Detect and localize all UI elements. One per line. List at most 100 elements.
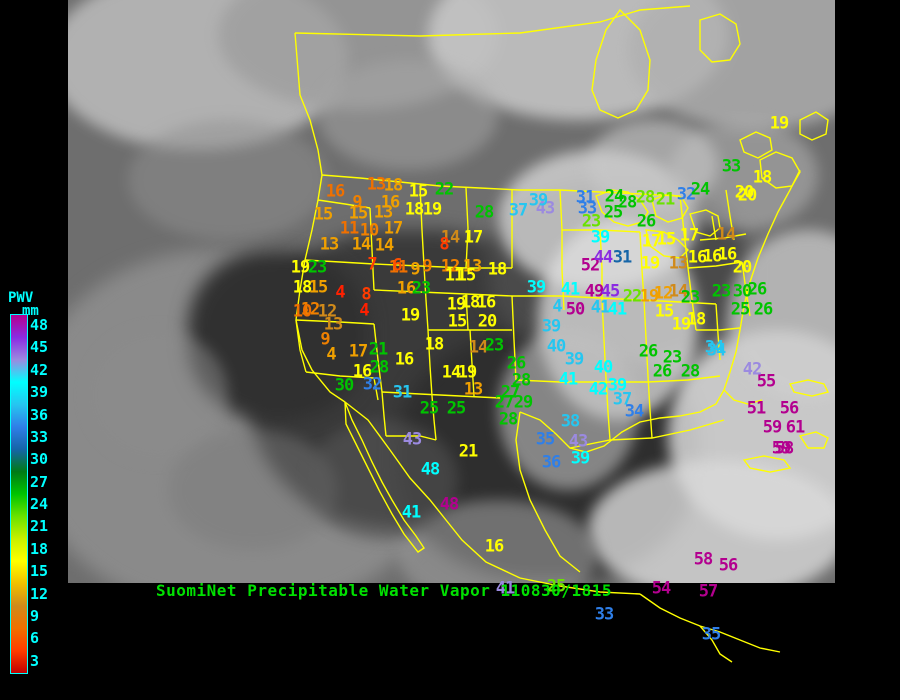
station-value: 26 — [638, 341, 659, 362]
station-value: 9 — [352, 192, 362, 213]
station-value: 42 — [742, 359, 763, 380]
station-value: 33 — [721, 156, 742, 177]
station-value: 14 — [441, 362, 462, 383]
colorbar-tick: 39 — [30, 383, 49, 401]
colorbar-tick: 33 — [30, 428, 49, 446]
station-value: 23 — [411, 278, 432, 299]
station-value: 34 — [706, 340, 727, 361]
station-value: 59 — [762, 417, 783, 438]
station-value: 39 — [528, 190, 549, 211]
station-value: 16 — [717, 244, 738, 265]
station-value: 15 — [447, 311, 468, 332]
station-value: 59 — [771, 438, 792, 459]
station-value: 18 — [487, 259, 508, 280]
station-value: 58 — [693, 549, 714, 570]
station-value: 32 — [676, 184, 697, 205]
station-value: 52 — [580, 255, 601, 276]
station-value: 16 — [476, 292, 497, 313]
station-value: 18 — [752, 167, 773, 188]
station-value: 21 — [458, 441, 479, 462]
station-value: 19 — [640, 253, 661, 274]
station-value: 16 — [325, 181, 346, 202]
station-value: 49 — [584, 281, 605, 302]
station-value: 27 — [500, 382, 521, 403]
station-value: 41 — [495, 578, 516, 599]
product-title: SuomiNet Precipitable Water Vapor 110830… — [156, 581, 612, 600]
station-value: 41 — [558, 369, 579, 390]
station-value: 58 — [774, 438, 795, 459]
station-value: 28 — [511, 370, 532, 391]
station-value: 54 — [651, 578, 672, 599]
station-value: 41 — [607, 299, 628, 320]
station-value: 44 — [593, 247, 614, 268]
station-value: 6 — [392, 255, 402, 276]
station-value: 56 — [718, 555, 739, 576]
colorbar-tick: 30 — [30, 450, 49, 468]
station-value: 48 — [420, 459, 441, 480]
station-value: 9 — [422, 256, 432, 277]
station-value: 7 — [367, 254, 377, 275]
station-value: 28 — [474, 202, 495, 223]
colorbar-tick: 21 — [30, 517, 49, 535]
station-value: 41 — [590, 297, 611, 318]
station-value: 19 — [639, 286, 660, 307]
station-value: 23 — [307, 257, 328, 278]
colorbar-tick: 36 — [30, 406, 49, 424]
colorbar-tick-labels: 48 45 42 39 36 33 30 27 24 21 18 15 12 9 6 3 — [30, 314, 68, 672]
station-value: 11 — [444, 265, 465, 286]
station-value: 8 — [361, 284, 371, 305]
station-value: 17 — [383, 218, 404, 239]
station-value: 15 — [408, 181, 429, 202]
colorbar-gradient — [10, 314, 28, 674]
station-value: 4 — [326, 344, 336, 365]
station-value: 19 — [422, 199, 443, 220]
station-value: 24 — [604, 186, 625, 207]
station-value: 24 — [690, 179, 711, 200]
station-value: 26 — [747, 279, 768, 300]
station-value: 14 — [440, 227, 461, 248]
station-value: 45 — [600, 281, 621, 302]
station-value: 16 — [702, 246, 723, 267]
station-value: 22 — [434, 179, 455, 200]
colorbar-tick: 3 — [30, 652, 40, 670]
station-value: 18 — [460, 292, 481, 313]
station-value: 23 — [662, 347, 683, 368]
station-value: 25 — [730, 299, 751, 320]
colorbar-tick: 15 — [30, 562, 49, 580]
station-value: 39 — [541, 316, 562, 337]
station-value: 21 — [368, 339, 389, 360]
station-value: 25 — [603, 202, 624, 223]
station-value: 15 — [654, 301, 675, 322]
station-value: 26 — [636, 211, 657, 232]
station-value: 20 — [737, 185, 758, 206]
station-value: 31 — [612, 247, 633, 268]
station-value: 34 — [704, 337, 725, 358]
station-value: 26 — [506, 353, 527, 374]
station-value: 40 — [593, 357, 614, 378]
station-value: 42 — [588, 379, 609, 400]
station-value: 33 — [577, 198, 598, 219]
station-value: 11 — [388, 257, 409, 278]
station-value: 39 — [590, 227, 611, 248]
station-value: 35 — [701, 624, 722, 645]
station-value: 43 — [535, 198, 556, 219]
station-value: 39 — [526, 277, 547, 298]
station-value: 43 — [568, 431, 589, 452]
station-value: 29 — [513, 392, 534, 413]
station-value: 31 — [392, 382, 413, 403]
station-value: 41 — [401, 502, 422, 523]
station-value: 15 — [313, 204, 334, 225]
station-value: 15 — [348, 203, 369, 224]
station-value: 37 — [508, 200, 529, 221]
station-value: 28 — [680, 361, 701, 382]
station-value: 19 — [400, 305, 421, 326]
station-value: 39 — [607, 375, 628, 396]
station-value: 19 — [671, 314, 692, 335]
station-value: 18 — [292, 277, 313, 298]
station-value: 28 — [369, 357, 390, 378]
station-value: 4 — [335, 282, 345, 303]
station-value: 13 — [462, 256, 483, 277]
station-value: 55 — [756, 371, 777, 392]
station-value: 61 — [785, 417, 806, 438]
